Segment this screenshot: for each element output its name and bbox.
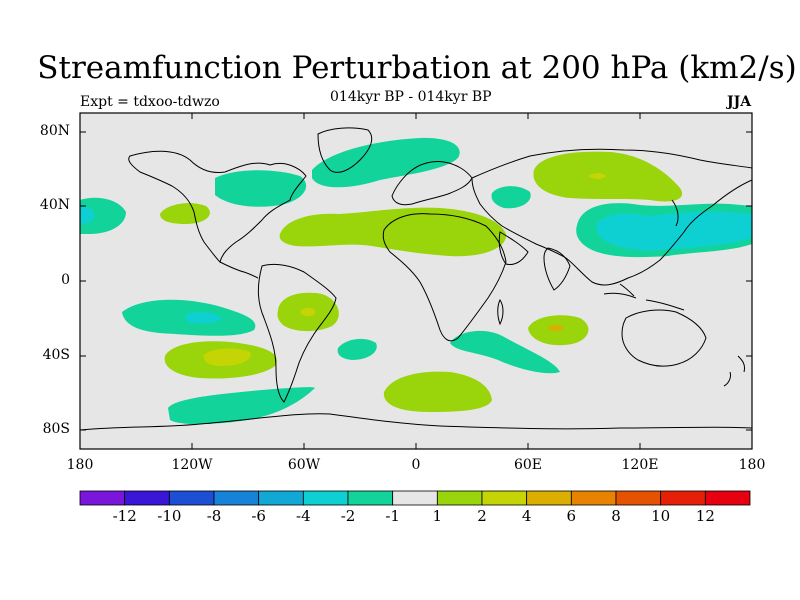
colorbar-label: -6 [251,507,266,525]
colorbar-box [704,490,751,506]
colorbar-box [124,490,170,506]
lon-label-60e: 60E [513,457,543,473]
coastline-australia [621,309,707,367]
coastline-greenland [317,127,373,173]
region-negative [337,338,377,360]
lat-label-40n: 40N [39,197,70,213]
colorbar-box [392,490,438,506]
colorbar-label: -1 [385,507,400,525]
colorbar-label: -8 [206,507,222,525]
lon-label-0: 0 [411,457,421,473]
lon-label-120e: 120E [621,457,659,473]
axis-ticks [80,113,752,449]
coastline-antarctica [79,413,753,431]
colorbar-label: -12 [112,507,137,525]
coastline-arabia [498,231,529,265]
coastline-asia [471,148,753,286]
coastline-india [543,247,571,291]
colorbar-box [526,490,572,506]
colorbar-label: 6 [566,507,577,525]
lon-label-120w: 120W [171,457,213,473]
colorbar-label: 2 [477,507,487,525]
lon-label-180e: 180 [738,457,766,473]
region-positive-2 [588,173,606,179]
region-negative [491,186,531,209]
coastline-south-america [257,263,337,403]
region-positive-3 [548,325,564,331]
coastline-north-america [128,150,307,263]
region-negative [80,197,126,234]
colorbar-box [168,490,215,506]
coastline-madagascar [497,299,504,326]
colorbar-label: 10 [651,507,671,525]
colorbar-box [570,490,617,506]
region-negative-strong [185,312,222,324]
coastline-japan [671,199,679,227]
region-positive [383,371,492,412]
colorbar-box [347,490,394,506]
region-negative-strong [80,206,95,224]
coastline-new-zealand [723,355,745,387]
region-positive-2 [203,348,251,366]
region-negative [168,387,315,425]
season-label: JJA [727,94,752,110]
coastline-africa [382,213,507,342]
region-positive [160,203,210,224]
colorbar-box [302,490,349,506]
map-subtitle: 014kyr BP - 014kyr BP [330,89,492,105]
coastlines [79,127,753,431]
colorbar-boxes [79,490,751,506]
region-negative [215,170,307,207]
coastline-central-america [219,261,259,279]
region-positive [533,151,683,202]
colorbar-label: 12 [695,507,715,525]
experiment-label: Expt = tdxoo-tdwzo [80,94,220,110]
colorbar-box [258,490,304,506]
colorbar-label: 8 [611,507,621,525]
lat-label-40s: 40S [42,347,70,363]
colorbar-label: -4 [296,507,311,525]
lon-label-180w: 180 [66,457,94,473]
colorbar-box [660,490,706,506]
colorbar-box [481,490,528,506]
colorbar-box [213,490,260,506]
region-positive [279,207,507,257]
colorbar-label: -2 [340,507,356,525]
colorbar-label: 1 [432,507,443,525]
colorbar-label: -10 [157,507,182,525]
lat-label-80n: 80N [39,123,70,139]
lat-label-0: 0 [61,272,70,288]
lon-label-60w: 60W [287,457,321,473]
colorbar-box [79,490,126,506]
region-negative [450,330,560,374]
colorbar-box [436,490,483,506]
coastline-maritime [603,283,685,311]
colorbar-box [615,490,662,506]
map-title: Streamfunction Perturbation at 200 hPa (… [37,50,797,86]
region-positive-2 [300,307,316,317]
region-negative-strong [596,211,752,251]
lat-label-80s: 80S [42,421,70,437]
region-negative [312,137,460,188]
colorbar-label: 4 [521,507,532,525]
